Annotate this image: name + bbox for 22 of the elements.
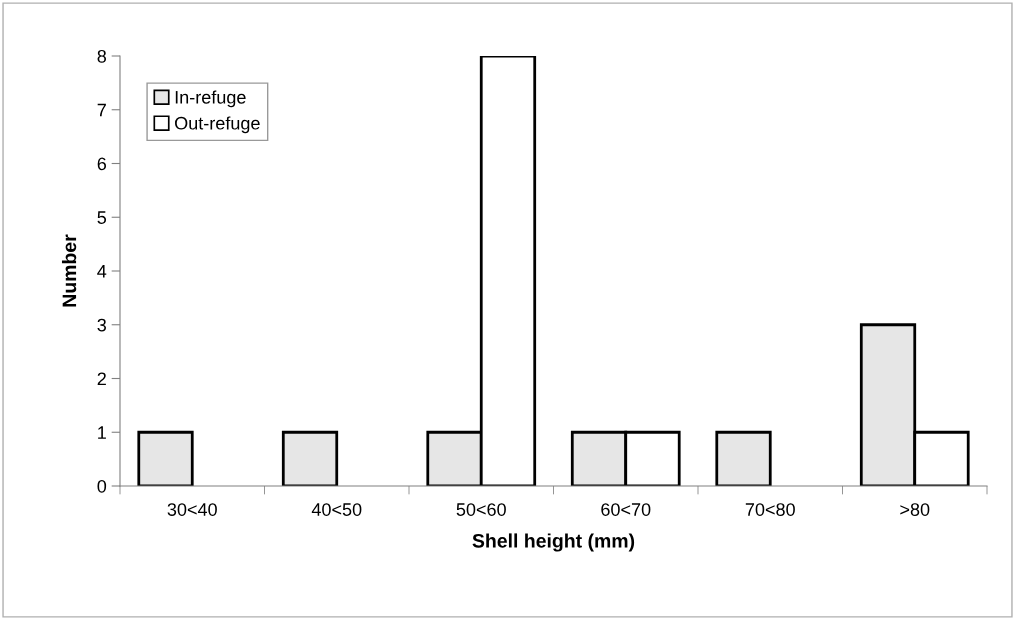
x-tick-label: 50<60 (456, 503, 506, 516)
y-tick-label: 3 (97, 318, 107, 332)
x-tick-label: 40<50 (311, 503, 362, 516)
x-axis-title: Shell height (mm) (472, 533, 635, 552)
x-tick-label: 60<70 (601, 503, 651, 516)
y-tick-label: 7 (97, 103, 106, 117)
y-axis-title: Number (61, 234, 77, 307)
y-tick-label: 4 (97, 265, 107, 278)
legend-label: In-refuge (175, 90, 246, 108)
y-tick-label: 8 (97, 49, 107, 63)
legend-label: Out-refuge (175, 116, 260, 134)
y-tick-label: 6 (97, 157, 107, 171)
x-tick-label: 30<40 (167, 503, 217, 516)
y-tick-label: 0 (97, 479, 107, 493)
y-tick-label: 2 (97, 372, 106, 386)
bar (281, 430, 339, 486)
y-tick-label: 5 (97, 211, 107, 224)
bar (715, 430, 772, 486)
x-tick-label: >80 (900, 503, 930, 516)
x-tick-label: 70<80 (745, 503, 795, 516)
y-tick-label: 1 (98, 426, 106, 439)
bar (137, 430, 194, 486)
